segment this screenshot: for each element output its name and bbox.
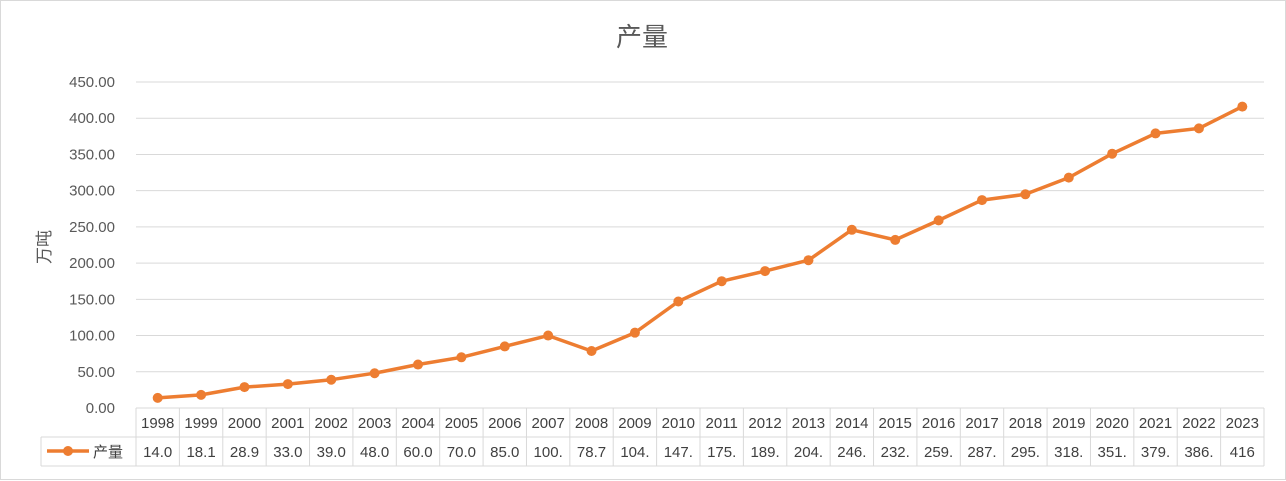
data-table-value: 147. [664, 444, 693, 461]
data-table-value: 78.7 [577, 444, 606, 461]
series-line-group [152, 101, 1248, 403]
x-tick-label: 2002 [315, 415, 348, 432]
x-tick-label: 1998 [141, 415, 174, 432]
y-tick-label: 250.00 [69, 219, 115, 236]
data-table-value: 14.0 [143, 444, 172, 461]
data-point [1193, 123, 1204, 134]
data-table-value: 104. [620, 444, 649, 461]
data-table-value: 189. [750, 444, 779, 461]
y-tick-label: 100.00 [69, 328, 115, 345]
series-line [155, 104, 1245, 400]
x-tick-label: 2012 [748, 415, 781, 432]
x-tick-label: 2003 [358, 415, 391, 432]
data-point [152, 392, 163, 403]
x-tick-label: 2005 [445, 415, 478, 432]
data-point [326, 374, 337, 385]
x-tick-label: 2015 [879, 415, 912, 432]
x-tick-label: 2008 [575, 415, 608, 432]
data-table-value: 100. [534, 444, 563, 461]
data-table-value: 204. [794, 444, 823, 461]
data-point [890, 234, 901, 245]
chart-title: 产量 [616, 22, 668, 52]
data-table-value: 85.0 [490, 444, 519, 461]
data-point [456, 352, 467, 363]
data-point [933, 215, 944, 226]
y-tick-label: 0.00 [86, 400, 115, 417]
y-tick-labels: 0.00 50.00 100.00 150.00 200.00 250.00 300.00 3… [69, 74, 115, 417]
data-table-value: 48.0 [360, 444, 389, 461]
data-table-value: 232. [881, 444, 910, 461]
x-tick-label: 2011 [706, 415, 738, 432]
data-table-value: 287. [967, 444, 996, 461]
x-tick-label: 2010 [662, 415, 695, 432]
y-tick-label: 150.00 [69, 291, 115, 308]
data-table-value: 70.0 [447, 444, 476, 461]
data-table-value: 39.0 [317, 444, 346, 461]
x-tick-label: 2019 [1052, 415, 1085, 432]
data-point [846, 224, 857, 235]
data-point [673, 296, 684, 307]
data-point [977, 195, 987, 206]
y-tick-label: 300.00 [69, 183, 115, 200]
x-tick-label: 2004 [401, 415, 434, 432]
data-table-value: 246. [837, 444, 866, 461]
x-tick-label: 2013 [792, 415, 825, 432]
data-table-value: 18.1 [186, 444, 215, 461]
data-table-value: 351. [1098, 444, 1127, 461]
x-tick-label: 2023 [1226, 415, 1259, 432]
x-tick-label: 2017 [965, 415, 998, 432]
y-axis-label: 万吨 [35, 230, 55, 264]
data-point [543, 330, 554, 341]
data-table-value: 175. [707, 444, 736, 461]
legend-marker [63, 446, 73, 456]
x-tick-label: 2000 [228, 415, 261, 432]
data-point [1237, 101, 1248, 112]
data-point [1150, 128, 1161, 139]
x-tick-label: 2016 [922, 415, 955, 432]
data-table-value: 318. [1054, 444, 1083, 461]
data-point [369, 368, 380, 379]
legend-label: 产量 [93, 443, 123, 461]
y-tick-label: 350.00 [69, 146, 115, 163]
x-tick-label: 2020 [1095, 415, 1128, 432]
data-table-value: 259. [924, 444, 953, 461]
data-point [1020, 189, 1031, 200]
data-point [413, 359, 423, 370]
data-table-value: 33.0 [273, 444, 302, 461]
data-point [586, 345, 597, 356]
y-tick-label: 50.00 [77, 364, 115, 381]
data-point [196, 389, 207, 400]
data-table-value: 295. [1011, 444, 1040, 461]
data-table-value: 386. [1184, 444, 1213, 461]
data-point [716, 276, 727, 287]
data-point [239, 382, 250, 393]
data-point [282, 379, 293, 390]
y-tick-label: 400.00 [69, 110, 115, 127]
data-table-value: 379. [1141, 444, 1170, 461]
data-point [499, 341, 510, 352]
data-point [629, 327, 640, 338]
data-table-value: 28.9 [230, 444, 259, 461]
gridlines [136, 81, 1264, 373]
x-tick-label: 1999 [184, 415, 217, 432]
x-tick-label: 2007 [531, 415, 564, 432]
x-tick-label: 2022 [1182, 415, 1215, 432]
x-tick-label: 2014 [835, 415, 868, 432]
x-tick-label: 2018 [1009, 415, 1042, 432]
x-tick-label: 2001 [271, 415, 304, 432]
data-point [760, 266, 771, 277]
y-tick-label: 200.00 [69, 255, 115, 272]
data-table: 1998 1999 2000 2001 2002 2003 2004 2005 2006 2007… [40, 407, 1265, 467]
data-point [1107, 148, 1118, 159]
x-tick-label: 2021 [1139, 415, 1172, 432]
data-point [1063, 172, 1074, 183]
x-tick-label: 2006 [488, 415, 521, 432]
data-table-value: 416 [1230, 444, 1255, 461]
x-tick-label: 2009 [618, 415, 651, 432]
data-table-value: 60.0 [403, 444, 432, 461]
data-point [803, 255, 814, 266]
y-tick-label: 450.00 [69, 74, 115, 91]
